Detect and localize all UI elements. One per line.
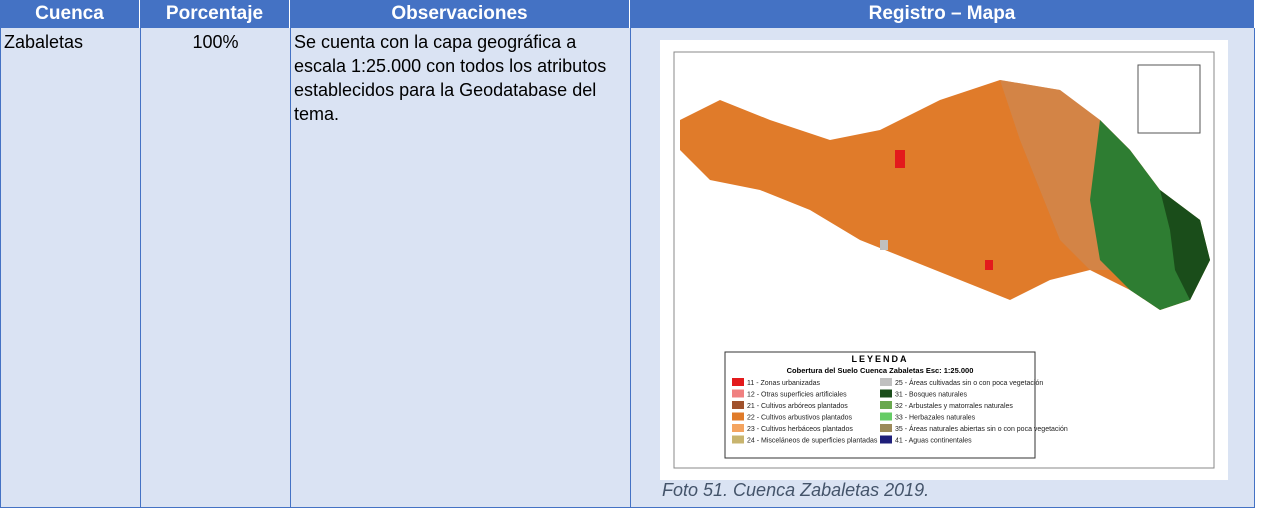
header-cell: Registro – Mapa — [630, 0, 1255, 28]
map-image: LEYENDA Cobertura del Suelo Cuenca Zabal… — [660, 40, 1228, 480]
caption: Foto 51. Cuenca Zabaletas 2019. — [662, 480, 930, 500]
legend-label: 25 - Áreas cultivadas sin o con poca veg… — [895, 378, 1043, 387]
legend-swatch — [880, 435, 892, 444]
legend-label: 11 - Zonas urbanizadas — [747, 380, 821, 387]
legend-label: 33 - Herbazales naturales — [895, 415, 976, 422]
urban-zone — [985, 260, 993, 270]
legend-label: 41 - Aguas continentales — [895, 438, 972, 445]
header-cell: Observaciones — [290, 0, 630, 28]
legend-label: 22 - Cultivos arbustivos plantados — [747, 415, 853, 422]
legend-swatch — [732, 424, 744, 432]
legend-label: 24 - Misceláneos de superficies plantada… — [747, 438, 878, 445]
body-cell: Zabaletas — [0, 28, 141, 508]
legend-label: 35 - Áreas naturales abiertas sin o con … — [895, 424, 1068, 433]
locator-map — [1137, 64, 1201, 134]
legend-label: 12 - Otras superficies artificiales — [747, 392, 847, 399]
forest-zone — [1160, 190, 1210, 300]
header-cell: Porcentaje — [140, 0, 290, 28]
urban-zone — [895, 150, 905, 168]
legend: 11 - Zonas urbanizadas 12 - Otras superfi… — [732, 378, 1068, 445]
zone — [880, 240, 888, 250]
legend-swatch — [732, 401, 744, 409]
body-cell: 100% — [140, 28, 291, 508]
legend-label: 23 - Cultivos herbáceos plantados — [747, 426, 853, 433]
legend-swatch — [880, 424, 892, 432]
legend-title: LEYENDA — [851, 354, 908, 364]
legend-swatch — [880, 412, 892, 421]
legend-swatch — [732, 378, 744, 386]
legend-swatch — [732, 412, 744, 421]
body-cell: Se cuenta con la capa geográfica a escal… — [290, 28, 631, 508]
legend-swatch — [732, 389, 744, 398]
legend-label: 21 - Cultivos arbóreos plantados — [747, 403, 848, 410]
legend-swatch — [880, 389, 892, 398]
legend-subtitle: Cobertura del Suelo Cuenca Zabaletas Esc… — [787, 366, 974, 375]
legend-swatch — [880, 401, 892, 409]
map-frame — [673, 51, 1215, 469]
legend-swatch — [732, 435, 744, 444]
legend-swatch — [880, 378, 892, 386]
legend-label: 31 - Bosques naturales — [895, 392, 967, 399]
legend-label: 32 - Arbustales y matorrales naturales — [895, 403, 1013, 410]
header-cell: Cuenca — [0, 0, 140, 28]
